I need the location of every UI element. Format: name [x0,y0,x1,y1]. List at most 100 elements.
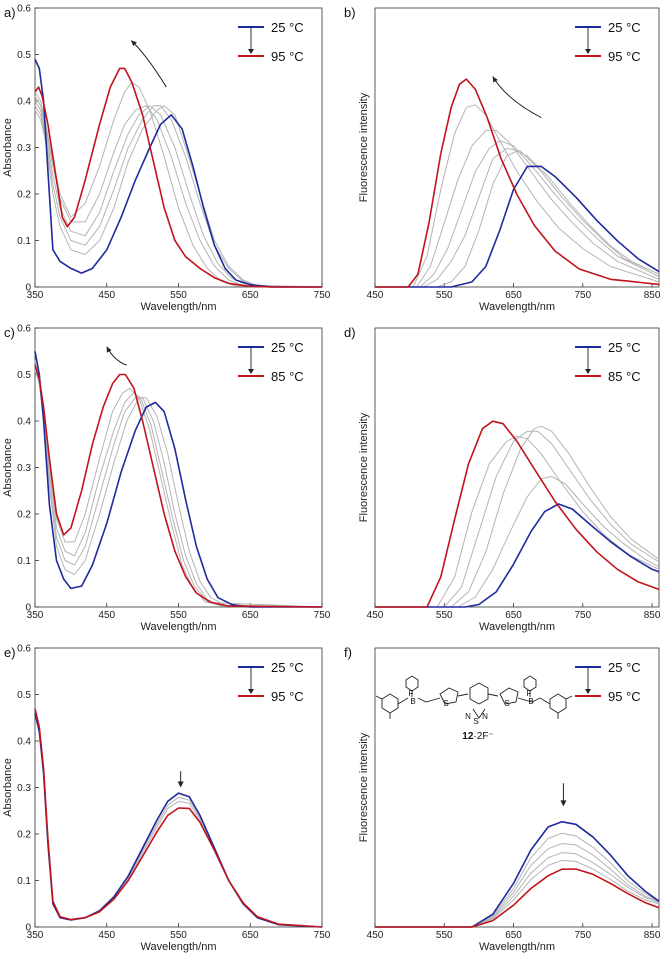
series-group [375,420,660,608]
series-group [34,58,323,288]
panel-label: f) [344,645,352,660]
bond [457,693,469,697]
x-tick-label: 750 [574,610,591,621]
legend-label-from: 25 °C [271,660,304,675]
series-line-intermediate [375,147,660,288]
legend-label-from: 25 °C [271,20,304,35]
compound-structure [375,675,573,719]
atom-label: F [409,689,414,698]
x-tick-label: 550 [436,290,453,301]
legend-label-to: 95 °C [271,49,304,64]
compound-name: 12·2F⁻ [462,731,493,742]
atom-label: N [482,712,488,721]
y-tick-label: 0.4 [17,737,31,748]
series-line-intermediate [34,105,323,288]
legend-label-to: 85 °C [608,369,641,384]
series-line-low-temp [375,165,660,288]
x-tick-label: 750 [314,290,331,301]
x-tick-label: 650 [505,610,522,621]
y-axis-label: Fluorescence intensity [358,732,370,842]
atom-label: S [443,699,448,708]
legend-arrow-head [248,369,254,374]
legend-label-to: 95 °C [271,689,304,704]
chart-panel-e: 350 450 550 650 750 0 0.1 0.2 0.3 0.4 0.5 0.6 Wavele… [2,644,331,954]
x-axis-label: Wavelength/nm [140,301,216,313]
x-tick-label: 350 [27,610,44,621]
legend: 25 °C 95 °C [575,660,641,704]
thiophene-ring [439,687,459,705]
plot-frame [374,327,660,608]
series-line-low-temp [34,351,322,608]
series-line-intermediate [34,712,323,928]
x-axis-label: Wavelength/nm [479,301,555,313]
legend-arrow-head [585,49,591,54]
series-line-high-temp [34,364,323,608]
series-line-intermediate [34,365,323,608]
mesityl-ring [405,675,419,692]
x-tick-label: 450 [367,610,384,621]
x-tick-label: 550 [436,930,453,941]
bond [397,697,409,705]
bond [417,697,441,703]
trend-arrow-head [560,800,567,807]
x-tick-label: 850 [644,610,661,621]
x-axis-label: Wavelength/nm [479,621,555,633]
series-line-intermediate [375,843,660,928]
trend-arrow [492,76,542,119]
mesityl-ring [549,693,567,714]
series-group [34,708,323,928]
series-line-intermediate [375,475,660,608]
x-tick-label: 650 [505,290,522,301]
methyl-bonds [375,695,573,719]
x-tick-label: 550 [170,930,187,941]
mesityl-ring [381,693,399,714]
y-tick-label: 0.2 [17,510,31,521]
y-tick-label: 0.6 [17,324,31,335]
x-tick-label: 350 [27,930,44,941]
chart-panel-b: 450 550 650 750 850 Wavelength/nm Fluorescence… [344,5,661,313]
y-tick-label: 0 [25,603,31,614]
series-line-intermediate [375,859,660,928]
legend: 25 °C 95 °C [575,20,641,64]
atom-label: F [527,689,532,698]
legend: 25 °C 95 °C [238,20,304,64]
series-line-intermediate [34,96,323,288]
series-line-high-temp [375,868,660,928]
x-tick-label: 450 [367,930,384,941]
legend-label-from: 25 °C [608,340,641,355]
legend-arrow-head [248,689,254,694]
x-tick-label: 450 [98,610,115,621]
y-tick-label: 0.4 [17,97,31,108]
series-line-intermediate [34,100,323,288]
chart-panel-c: 350 450 550 650 750 0 0.1 0.2 0.3 0.4 0.5 0.6 Wavele… [2,324,331,634]
series-line-intermediate [375,140,660,288]
x-tick-label: 750 [314,610,331,621]
trend-arrow-head [106,346,112,353]
y-axis-label: Absorbance [2,438,14,497]
x-tick-label: 450 [98,930,115,941]
y-axis-label: Fluorescence intensity [358,92,370,202]
bond [517,697,541,703]
series-line-intermediate [375,150,660,288]
y-tick-label: 0.3 [17,463,31,474]
y-tick-label: 0.1 [17,556,31,567]
series-line-high-temp [375,420,660,608]
series-line-low-temp [375,503,660,608]
x-axis-label: Wavelength/nm [479,941,555,953]
trend-arrow [130,40,167,88]
y-axis-label: Fluorescence intensity [358,412,370,522]
x-tick-label: 650 [505,930,522,941]
series-line-intermediate [375,852,660,928]
atom-label: N [465,712,471,721]
x-tick-label: 350 [27,290,44,301]
series-line-high-temp [34,67,322,288]
y-tick-label: 0.6 [17,644,31,655]
y-tick-label: 0.2 [17,830,31,841]
series-line-intermediate [375,832,660,928]
x-tick-label: 550 [436,610,453,621]
plot-frame [374,647,660,928]
series-line-low-temp [375,821,660,928]
legend-label-to: 95 °C [608,689,641,704]
series-line-intermediate [34,369,323,608]
y-tick-label: 0.5 [17,50,31,61]
